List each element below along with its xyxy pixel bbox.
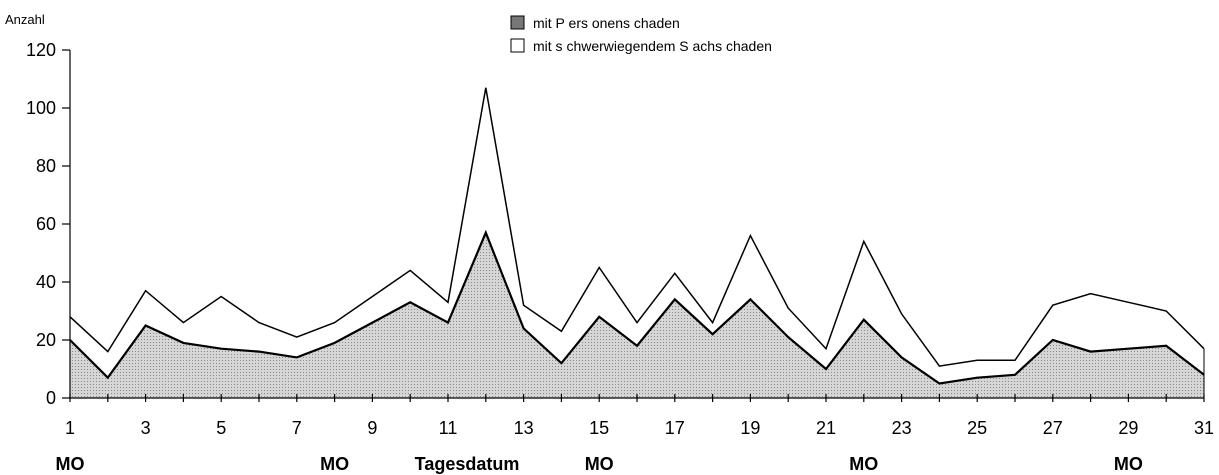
x-tick-label: 29	[1118, 418, 1138, 438]
weekday-marker: MO	[320, 454, 349, 474]
legend-entry: mit P ers onens chaden	[533, 15, 680, 31]
weekday-markers: MO MO MO MO MO	[56, 454, 1143, 474]
weekday-marker: MO	[56, 454, 85, 474]
y-tick-label: 60	[36, 214, 56, 234]
x-tick-label: 1	[65, 418, 75, 438]
x-tick-label: 7	[292, 418, 302, 438]
weekday-marker: MO	[1114, 454, 1143, 474]
series-area-personenschaden	[70, 232, 1204, 398]
series-area-sachschaden	[70, 87, 1204, 398]
y-tick-label: 80	[36, 156, 56, 176]
legend: mit P ers onens chaden mit s chwerwiegend…	[510, 15, 772, 54]
x-tick-label: 25	[967, 418, 987, 438]
y-tick-label: 100	[26, 98, 56, 118]
y-axis-label: Anzahl	[5, 12, 45, 27]
x-tick-label: 21	[816, 418, 836, 438]
series-line-sachschaden	[69, 87, 1205, 367]
y-tick-label: 120	[26, 40, 56, 60]
x-tick-label: 3	[141, 418, 151, 438]
x-tick-label: 23	[892, 418, 912, 438]
weekday-marker: MO	[585, 454, 614, 474]
x-tick-label: 9	[367, 418, 377, 438]
y-tick-label: 20	[36, 330, 56, 350]
y-tick-label: 40	[36, 272, 56, 292]
x-axis: 1 3 5 7 9 11 13 15 17 19 21 23 25 27 29 31	[65, 394, 1214, 438]
legend-swatch	[510, 15, 525, 30]
y-axis: 0 20 40 60 80 100 120	[26, 40, 71, 408]
weekday-marker: MO	[849, 454, 878, 474]
x-tick-label: 13	[514, 418, 534, 438]
x-tick-label: 5	[216, 418, 226, 438]
x-tick-label: 17	[665, 418, 685, 438]
x-tick-label: 31	[1194, 418, 1214, 438]
x-tick-label: 27	[1043, 418, 1063, 438]
x-axis-label: Tagesdatum	[415, 454, 520, 474]
plot-area	[69, 87, 1205, 398]
x-tick-label: 19	[740, 418, 760, 438]
x-tick-label: 15	[589, 418, 609, 438]
y-tick-label: 0	[46, 388, 56, 408]
legend-swatch	[510, 38, 525, 53]
legend-entry: mit s chwerwiegendem S achs chaden	[533, 38, 772, 54]
series-line-personenschaden	[69, 229, 1205, 385]
x-tick-label: 11	[439, 418, 458, 438]
